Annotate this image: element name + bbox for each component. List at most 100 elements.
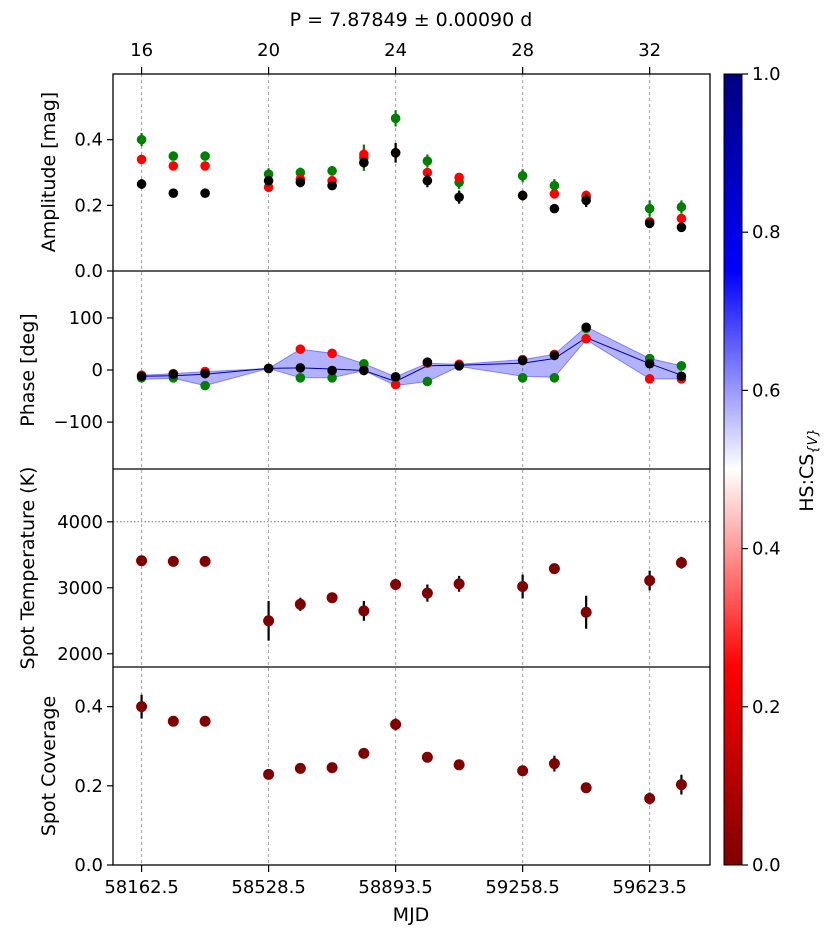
top-tick-label: 28 bbox=[511, 40, 534, 61]
phase-point-black bbox=[168, 369, 179, 379]
amplitude-point-red bbox=[263, 182, 274, 193]
phase-point-green bbox=[676, 361, 687, 371]
spot-temperature-point bbox=[136, 555, 148, 567]
x-axis-label: MJD bbox=[393, 904, 430, 926]
phase-point-green bbox=[422, 376, 433, 387]
phase-point-black bbox=[676, 371, 687, 382]
phase-range-band bbox=[141, 326, 682, 387]
amplitude-point-green bbox=[422, 156, 433, 166]
top-tick-label: 32 bbox=[638, 40, 661, 61]
amplitude-point-black bbox=[390, 148, 401, 158]
spot-temperature-point bbox=[390, 579, 402, 590]
amplitude-point-black bbox=[200, 188, 210, 198]
x-tick-label: 58893.5 bbox=[358, 877, 432, 898]
phase-point-black bbox=[295, 363, 306, 373]
amplitude-point-black bbox=[454, 192, 464, 202]
amplitude-point-red bbox=[422, 167, 433, 178]
y-tick-label: 0.4 bbox=[74, 697, 103, 718]
phase-point-black bbox=[327, 365, 337, 376]
top-tick-label: 16 bbox=[130, 40, 153, 61]
amplitude-point-green bbox=[168, 151, 179, 161]
spot-temperature-point bbox=[675, 557, 687, 569]
y-tick-label: 0.0 bbox=[74, 855, 103, 876]
colorbar-tick-label: 0.8 bbox=[752, 222, 781, 243]
y-label-spot-coverage: Spot Coverage bbox=[38, 696, 60, 836]
phase-point-red bbox=[644, 374, 655, 384]
amplitude-point-red bbox=[676, 213, 687, 224]
y-label-phase: Phase [deg] bbox=[17, 313, 39, 426]
phase-point-black bbox=[581, 322, 591, 333]
spot-temperature-point bbox=[548, 563, 560, 575]
amplitude-point-green bbox=[644, 203, 655, 214]
amplitude-point-black bbox=[581, 195, 591, 206]
amplitude-point-green bbox=[200, 151, 210, 161]
amplitude-point-black bbox=[549, 203, 560, 214]
phase-point-green bbox=[327, 373, 337, 383]
amplitude-point-green bbox=[390, 113, 401, 124]
colorbar-tick-label: 1.0 bbox=[752, 64, 781, 85]
phase-point-black bbox=[644, 358, 655, 369]
x-tick-label: 58528.5 bbox=[231, 877, 305, 898]
colorbar-label: HS:CS{V} bbox=[796, 428, 821, 512]
colorbar-label-subscript: {V} bbox=[806, 428, 821, 453]
amplitude-point-red bbox=[359, 149, 369, 160]
spot-coverage-point bbox=[294, 762, 306, 774]
amplitude-point-black bbox=[359, 157, 369, 168]
phase-point-red bbox=[295, 344, 306, 354]
amplitude-point-green bbox=[549, 180, 560, 191]
y-tick-label: 0 bbox=[92, 360, 103, 381]
y-tick-label: 100 bbox=[69, 308, 103, 329]
spot-coverage-point bbox=[421, 751, 433, 763]
phase-point-green bbox=[200, 380, 210, 391]
y-tick-label: 2000 bbox=[57, 644, 103, 665]
spot-coverage-point bbox=[548, 758, 560, 770]
amplitude-point-black bbox=[644, 218, 655, 229]
phase-point-green bbox=[295, 373, 306, 383]
phase-point-black bbox=[136, 371, 147, 382]
y-tick-label: 0.2 bbox=[74, 195, 103, 216]
spot-temperature-point bbox=[453, 578, 465, 590]
amplitude-point-black bbox=[676, 222, 687, 233]
amplitude-point-green bbox=[517, 170, 528, 181]
amplitude-point-green bbox=[136, 134, 147, 145]
y-label-spot-temperature: Spot Temperature (K) bbox=[17, 467, 39, 670]
phase-point-red bbox=[581, 333, 591, 344]
colorbar bbox=[723, 73, 743, 866]
phase-point-green bbox=[517, 373, 528, 383]
y-tick-label: 4000 bbox=[57, 512, 103, 533]
y-label-amplitude: Amplitude [mag] bbox=[38, 92, 60, 252]
spot-temperature-point bbox=[263, 615, 275, 627]
colorbar-tick-label: 0.2 bbox=[752, 697, 781, 718]
amplitude-point-black bbox=[295, 177, 306, 188]
amplitude-point-red bbox=[549, 189, 560, 199]
y-tick-label: 3000 bbox=[57, 578, 103, 599]
spot-coverage-point bbox=[644, 792, 656, 804]
amplitude-point-red bbox=[200, 161, 210, 171]
x-tick-label: 59623.5 bbox=[612, 877, 686, 898]
top-tick-label: 24 bbox=[384, 40, 407, 61]
spot-coverage-point bbox=[580, 782, 592, 794]
colorbar-tick-label: 0.4 bbox=[752, 539, 781, 560]
phase-point-red bbox=[327, 348, 337, 359]
amplitude-point-black bbox=[168, 188, 179, 198]
spot-coverage-point bbox=[517, 765, 529, 777]
colorbar-label-main: HS:CS bbox=[796, 454, 818, 512]
colorbar-tick-label: 0.0 bbox=[752, 855, 781, 876]
axes: 16 20 24 28 32 58162.5 58528.5 58893.5 59258.5 59… bbox=[54, 40, 687, 898]
spot-coverage-point bbox=[326, 762, 338, 774]
spot-temperature-point bbox=[644, 575, 656, 587]
spot-temperature-point bbox=[326, 592, 338, 604]
amplitude-point-black bbox=[422, 175, 433, 186]
y-tick-label: 0.2 bbox=[74, 776, 103, 797]
spot-coverage-point bbox=[199, 715, 211, 727]
phase-point-black bbox=[454, 361, 464, 371]
spot-coverage-point bbox=[263, 768, 275, 780]
phase-point-black bbox=[517, 355, 528, 366]
phase-point-green bbox=[549, 373, 560, 383]
spot-temperature-point bbox=[167, 555, 179, 567]
amplitude-point-green bbox=[327, 166, 337, 176]
amplitude-point-red bbox=[168, 161, 179, 171]
phase-point-black bbox=[263, 363, 274, 374]
spot-temperature-point bbox=[358, 605, 370, 617]
